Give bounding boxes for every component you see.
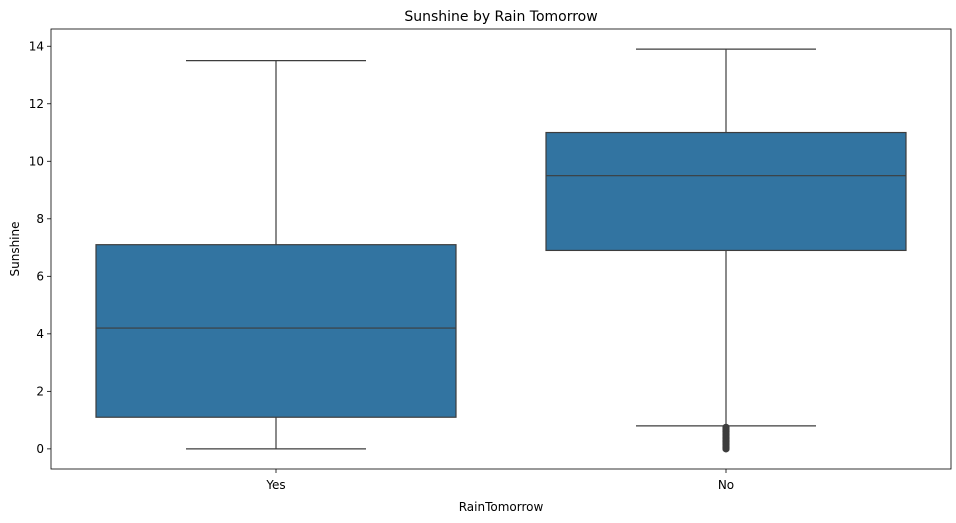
y-tick-label: 14 — [29, 39, 44, 53]
y-tick-label: 4 — [36, 327, 44, 341]
y-tick-label: 6 — [36, 269, 44, 283]
y-tick-label: 0 — [36, 442, 44, 456]
x-tick-label: Yes — [265, 478, 285, 492]
y-tick-label: 2 — [36, 384, 44, 398]
y-axis: 0 2 4 6 8 10 12 14 — [29, 39, 51, 456]
box-no — [545, 48, 907, 453]
chart-title: Sunshine by Rain Tomorrow — [404, 9, 597, 25]
y-tick-label: 8 — [36, 212, 44, 226]
x-tick-label: No — [718, 478, 734, 492]
plot-area — [95, 48, 907, 453]
x-axis: Yes No — [265, 469, 734, 492]
axes-frame — [50, 28, 952, 470]
iqr-box-no — [545, 131, 907, 252]
box-yes — [95, 60, 457, 450]
x-axis-label: RainTomorrow — [459, 500, 544, 514]
y-tick-label: 10 — [29, 154, 44, 168]
y-tick-label: 12 — [29, 97, 44, 111]
outlier-point-no — [722, 423, 730, 431]
iqr-box-yes — [95, 244, 457, 418]
y-axis-label: Sunshine — [8, 221, 22, 276]
